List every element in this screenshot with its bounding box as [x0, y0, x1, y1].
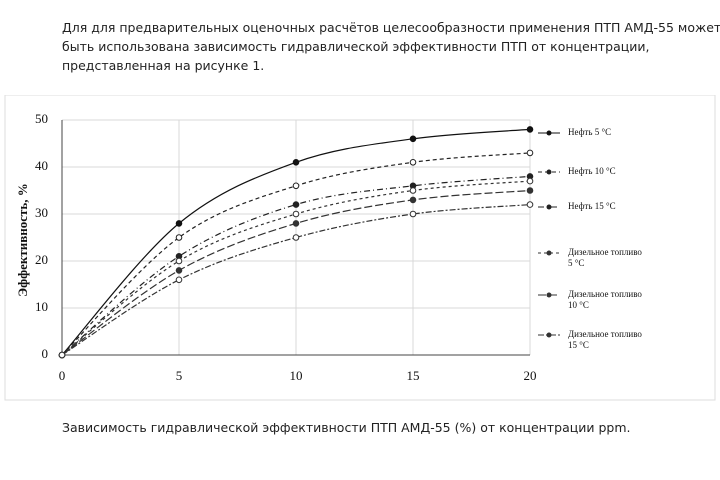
y-tick-label: 30: [35, 205, 48, 220]
legend-entry: Нефть 15 °C: [568, 201, 616, 211]
y-axis-label: Эффективность, %: [15, 183, 30, 296]
legend-marker: [546, 250, 552, 256]
y-tick-label: 20: [35, 252, 48, 267]
data-point: [292, 182, 300, 190]
data-point: [292, 210, 300, 218]
series-line: [61, 128, 531, 356]
data-point: [292, 201, 300, 208]
chart: Эффективность, % 0 10 20 30 40 50 0 5 10 15 20: [4, 95, 716, 401]
data-point: [526, 149, 534, 157]
x-tick-label: 10: [290, 368, 303, 383]
data-point: [409, 210, 417, 218]
data-point: [175, 234, 183, 241]
series-line: [61, 152, 531, 356]
y-tick-label: 50: [35, 111, 48, 126]
legend-marker: [546, 204, 552, 210]
y-tick-label: 10: [35, 299, 48, 314]
legend-entry: Нефть 5 °C: [568, 127, 612, 137]
data-point: [526, 177, 534, 185]
data-point: [409, 159, 417, 166]
series-line: [61, 189, 531, 356]
data-point: [58, 351, 66, 359]
legend-marker: [546, 130, 552, 136]
paragraph: Для для предварительных оценочных расчёт…: [62, 20, 720, 73]
legend-marker: [546, 292, 552, 298]
data-point: [409, 187, 417, 194]
series-line: [61, 175, 531, 356]
data-point: [526, 126, 534, 133]
y-tick-label: 0: [42, 346, 49, 361]
series-line: [61, 180, 531, 356]
data-point: [409, 135, 417, 143]
x-tick-label: 15: [407, 368, 420, 383]
data-point: [292, 234, 300, 241]
data-point: [526, 187, 534, 194]
data-point: [292, 159, 300, 166]
data-point: [175, 276, 183, 284]
data-point: [409, 196, 417, 204]
x-tick-label: 5: [176, 368, 183, 383]
x-tick-label: 20: [524, 368, 537, 383]
series-line: [61, 204, 531, 356]
data-point: [175, 257, 183, 265]
legend-entry: Дизельное топливо 15 °C: [568, 329, 642, 350]
data-point: [175, 267, 183, 274]
legend-marker: [546, 169, 552, 175]
y-tick-label: 40: [35, 158, 48, 173]
legend-entry: Дизельное топливо 10 °C: [568, 289, 642, 310]
caption: Зависимость гидравлической эффективности…: [62, 420, 631, 435]
legend-entry: Нефть 10 °C: [568, 166, 616, 176]
x-tick-label: 0: [59, 368, 66, 383]
legend-entry: Дизельное топливо 5 °C: [568, 247, 642, 268]
data-point: [175, 220, 183, 227]
data-point: [292, 220, 300, 227]
data-point: [526, 201, 534, 208]
legend-marker: [546, 332, 552, 338]
